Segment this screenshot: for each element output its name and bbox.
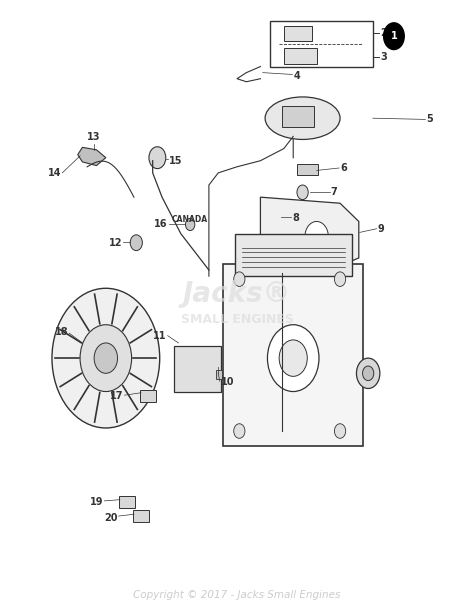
Circle shape — [234, 272, 245, 286]
Circle shape — [335, 424, 346, 438]
Circle shape — [268, 210, 281, 226]
Circle shape — [297, 185, 308, 200]
Text: 18: 18 — [55, 327, 68, 337]
Circle shape — [363, 366, 374, 381]
Text: Jacks®: Jacks® — [183, 280, 291, 308]
FancyBboxPatch shape — [223, 264, 364, 446]
FancyBboxPatch shape — [284, 48, 317, 64]
Text: 8: 8 — [292, 213, 299, 223]
Circle shape — [130, 235, 142, 251]
Text: 12: 12 — [109, 238, 122, 248]
FancyBboxPatch shape — [133, 510, 149, 522]
Circle shape — [279, 340, 307, 376]
FancyBboxPatch shape — [284, 26, 312, 40]
Text: 14: 14 — [48, 168, 61, 178]
Circle shape — [305, 221, 328, 252]
FancyBboxPatch shape — [140, 390, 156, 403]
Circle shape — [149, 147, 166, 169]
Text: 4: 4 — [293, 70, 300, 81]
Circle shape — [383, 23, 404, 50]
Text: 16: 16 — [154, 219, 168, 229]
Ellipse shape — [265, 97, 340, 139]
Text: 15: 15 — [169, 156, 182, 166]
Text: 3: 3 — [380, 53, 387, 63]
Circle shape — [234, 424, 245, 438]
Text: 20: 20 — [104, 513, 118, 523]
FancyBboxPatch shape — [270, 21, 373, 67]
Text: 10: 10 — [220, 378, 234, 387]
FancyBboxPatch shape — [297, 164, 318, 175]
Text: 19: 19 — [90, 497, 103, 507]
Text: CANADA: CANADA — [172, 216, 208, 224]
Text: 7: 7 — [331, 188, 337, 197]
Text: SMALL ENGINES: SMALL ENGINES — [181, 313, 293, 326]
Circle shape — [335, 272, 346, 286]
Circle shape — [94, 343, 118, 373]
Polygon shape — [78, 147, 106, 166]
Circle shape — [80, 325, 132, 392]
Text: 17: 17 — [110, 392, 124, 402]
Polygon shape — [260, 197, 359, 270]
Text: 11: 11 — [153, 330, 167, 341]
Circle shape — [356, 358, 380, 389]
FancyBboxPatch shape — [235, 234, 352, 276]
FancyBboxPatch shape — [282, 106, 314, 128]
Text: 13: 13 — [87, 132, 101, 142]
FancyBboxPatch shape — [119, 496, 135, 508]
FancyBboxPatch shape — [216, 370, 221, 379]
Text: 2: 2 — [380, 28, 387, 38]
Text: 1: 1 — [391, 31, 397, 41]
Circle shape — [267, 325, 319, 392]
Text: Copyright © 2017 - Jacks Small Engines: Copyright © 2017 - Jacks Small Engines — [133, 590, 341, 600]
Circle shape — [52, 288, 160, 428]
Text: 9: 9 — [377, 224, 384, 234]
Text: 6: 6 — [340, 163, 347, 173]
Circle shape — [185, 218, 195, 230]
FancyBboxPatch shape — [174, 346, 220, 392]
Text: 5: 5 — [427, 115, 433, 124]
